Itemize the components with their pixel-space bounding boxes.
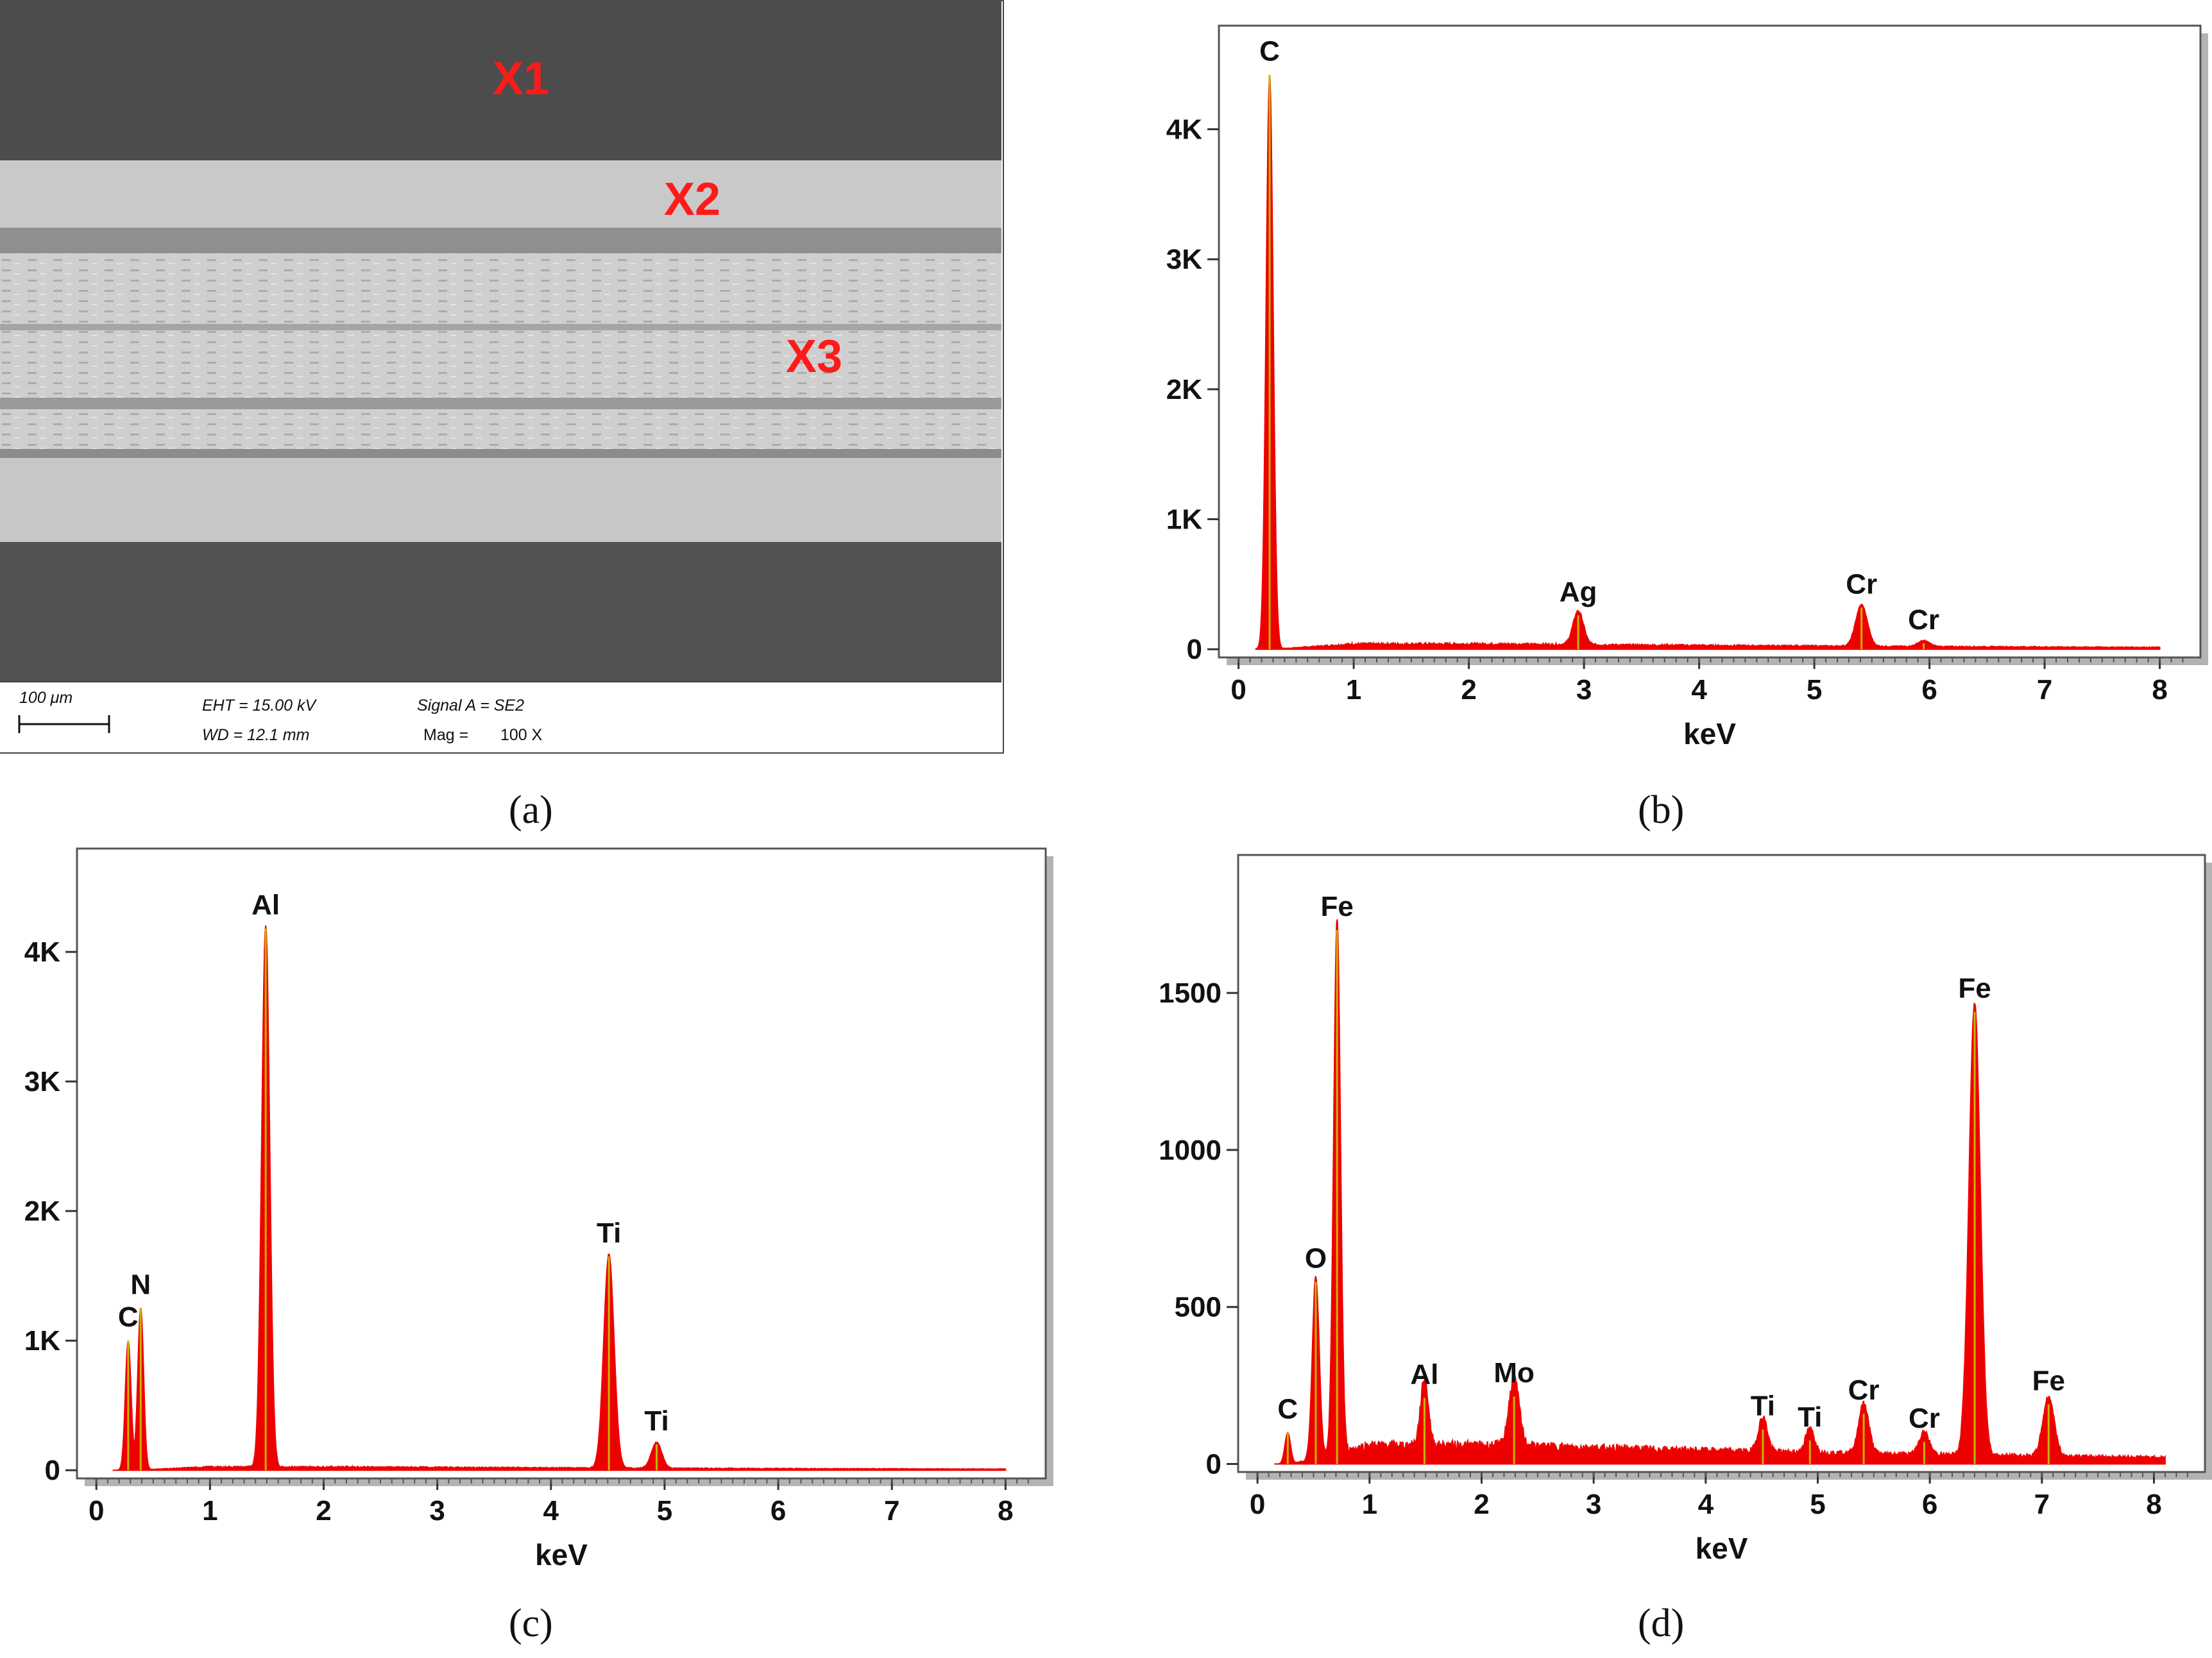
peak-label-c-0: C	[118, 1301, 139, 1333]
peak-label-d-5: Ti	[1751, 1391, 1775, 1422]
y-tick-label-c-2: 2K	[24, 1196, 60, 1227]
marker-x3: X3	[786, 331, 843, 382]
x-tick-label-c-5: 5	[657, 1495, 672, 1527]
x-tick-label-b-1: 1	[1346, 674, 1361, 706]
x-tick-label-b-4: 4	[1691, 674, 1707, 706]
x-tick-label-b-5: 5	[1807, 674, 1822, 706]
signal-label: Signal A = SE2	[417, 697, 525, 715]
x-tick-label-d-5: 5	[1810, 1489, 1825, 1520]
peak-label-d-3: Al	[1410, 1359, 1438, 1391]
mag-value: 100 X	[500, 726, 543, 744]
sem-info-bar: 100 μm EHT = 15.00 kV WD = 12.1 mm Signa…	[0, 681, 1001, 752]
y-tick-label-b-0: 0	[1187, 634, 1202, 665]
plot-shadow	[1246, 863, 2212, 1480]
sem-micrograph-panel: X1 X2 X3 100 μm EHT = 15.00 kV WD = 12.1…	[0, 0, 1004, 754]
peak-label-d-2: Fe	[1320, 891, 1353, 922]
y-tick-label-b-4: 4K	[1166, 114, 1202, 146]
y-tick-label-b-2: 2K	[1166, 374, 1202, 405]
y-tick-label-d-1: 500	[1175, 1292, 1221, 1323]
sem-micrograph-image	[0, 0, 1001, 681]
x-tick-label-c-3: 3	[429, 1495, 445, 1527]
x-tick-label-c-8: 8	[998, 1495, 1013, 1527]
caption-d: (d)	[1638, 1602, 1685, 1645]
caption-c: (c)	[509, 1602, 553, 1645]
x-tick-label-d-8: 8	[2146, 1489, 2161, 1520]
peak-label-d-0: C	[1277, 1394, 1298, 1425]
peak-label-b-3: Cr	[1908, 604, 1939, 636]
y-tick-label-c-0: 0	[45, 1455, 60, 1486]
wd-label: WD = 12.1 mm	[202, 726, 310, 744]
x-tick-label-d-1: 1	[1362, 1489, 1377, 1520]
plot-shadow	[85, 856, 1053, 1486]
x-tick-label-d-6: 6	[1922, 1489, 1937, 1520]
mag-label: Mag =	[423, 726, 469, 744]
x-tick-label-b-0: 0	[1230, 674, 1246, 706]
peak-label-c-1: N	[130, 1269, 151, 1301]
x-tick-label-b-8: 8	[2152, 674, 2167, 706]
peak-label-d-4: Mo	[1493, 1357, 1535, 1389]
x-tick-label-c-4: 4	[543, 1495, 559, 1527]
peak-label-d-9: Fe	[1958, 972, 1991, 1004]
caption-a: (a)	[509, 788, 553, 832]
scale-bar	[18, 715, 110, 733]
eht-label: EHT = 15.00 kV	[202, 697, 316, 715]
peak-label-b-2: Cr	[1846, 568, 1877, 600]
scale-bar-label: 100 μm	[19, 689, 73, 707]
y-tick-label-c-1: 1K	[24, 1325, 60, 1357]
y-tick-label-d-2: 1000	[1159, 1135, 1221, 1166]
x-tick-label-c-6: 6	[770, 1495, 786, 1527]
x-tick-label-b-6: 6	[1921, 674, 1937, 706]
plot-shadow	[1227, 33, 2208, 665]
y-tick-label-c-3: 3K	[24, 1066, 60, 1097]
x-tick-label-d-7: 7	[2034, 1489, 2050, 1520]
peak-label-d-7: Cr	[1848, 1375, 1880, 1406]
x-tick-label-d-3: 3	[1586, 1489, 1601, 1520]
plot-frame	[1237, 854, 2206, 1473]
spectrum-area-d	[1274, 919, 2166, 1465]
spectrum-area-b	[1255, 76, 2161, 650]
peak-label-c-2: Al	[251, 890, 280, 921]
marker-x1: X1	[493, 53, 550, 105]
x-tick-label-d-0: 0	[1250, 1489, 1265, 1520]
peak-label-b-0: C	[1259, 35, 1280, 67]
y-tick-label-b-3: 3K	[1166, 244, 1202, 275]
y-tick-label-c-4: 4K	[24, 936, 60, 968]
y-tick-label-b-1: 1K	[1166, 504, 1202, 536]
peak-label-c-3: Ti	[597, 1217, 621, 1249]
x-tick-label-c-1: 1	[202, 1495, 217, 1527]
x-tick-label-b-7: 7	[2037, 674, 2052, 706]
peak-label-c-4: Ti	[644, 1405, 668, 1437]
x-axis-label-c: keV	[535, 1538, 588, 1571]
x-tick-label-c-7: 7	[884, 1495, 899, 1527]
peak-label-d-8: Cr	[1909, 1403, 1940, 1434]
y-tick-label-d-0: 0	[1206, 1448, 1221, 1480]
x-tick-label-c-0: 0	[89, 1495, 104, 1527]
x-tick-label-c-2: 2	[316, 1495, 331, 1527]
x-tick-label-b-2: 2	[1461, 674, 1476, 706]
peak-label-b-1: Ag	[1560, 577, 1597, 608]
spectrum-area-c	[112, 925, 1007, 1471]
x-axis-label-b: keV	[1683, 717, 1736, 750]
peak-label-d-6: Ti	[1798, 1401, 1822, 1433]
peak-label-d-1: O	[1305, 1243, 1327, 1274]
plot-frame	[76, 847, 1047, 1480]
x-tick-label-d-4: 4	[1698, 1489, 1714, 1520]
y-tick-label-d-3: 1500	[1159, 977, 1221, 1009]
caption-b: (b)	[1638, 788, 1685, 832]
marker-x2: X2	[664, 174, 721, 225]
plot-frame	[1218, 24, 2202, 659]
x-tick-label-d-2: 2	[1474, 1489, 1489, 1520]
x-tick-label-b-3: 3	[1576, 674, 1592, 706]
x-axis-label-d: keV	[1696, 1532, 1748, 1565]
peak-label-d-10: Fe	[2032, 1365, 2065, 1396]
